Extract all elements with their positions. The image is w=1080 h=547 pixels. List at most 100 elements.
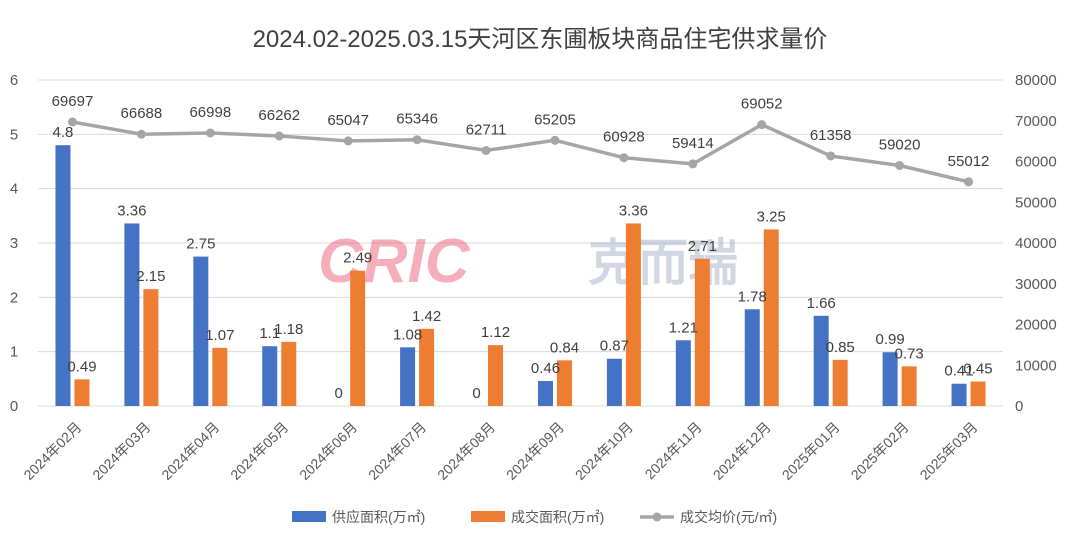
- line-series: [67, 117, 974, 187]
- avg-price-point: [757, 120, 767, 130]
- deal-bar: [832, 359, 848, 406]
- legend-label-deal: 成交面积(万㎡): [511, 509, 604, 525]
- avg-price-point: [895, 160, 905, 170]
- chart-title: 2024.02-2025.03.15天河区东圃板块商品住宅供求量价: [253, 26, 828, 53]
- avg-price-point: [205, 128, 215, 138]
- supply-bar-label: 0.41: [944, 363, 973, 380]
- deal-bar-label: 0.84: [550, 339, 579, 356]
- legend: 供应面积(万㎡) 成交面积(万㎡) 成交均价(元/㎡): [292, 509, 777, 525]
- cric-watermark: CRIC 克而瑞: [318, 227, 738, 296]
- y-left-tick: 5: [10, 126, 18, 143]
- x-tick-label: 2024年03月: [89, 419, 153, 483]
- deal-bar: [556, 360, 572, 406]
- deal-bar-label: 1.18: [274, 321, 303, 338]
- y-right-tick: 20000: [1015, 317, 1057, 334]
- supply-bar-label: 0.87: [600, 338, 629, 355]
- legend-swatch-deal: [471, 511, 505, 522]
- avg-price-label: 69052: [741, 96, 783, 113]
- supply-bar-label: 2.75: [186, 236, 215, 253]
- x-tick-label: 2024年09月: [503, 419, 567, 483]
- legend-label-price: 成交均价(元/㎡): [680, 509, 777, 525]
- bar-series: [55, 145, 986, 406]
- y-right-tick: 40000: [1015, 235, 1057, 252]
- x-tick-label: 2025年03月: [917, 419, 981, 483]
- supply-bar-label: 1.66: [807, 295, 836, 312]
- avg-price-point: [136, 129, 146, 139]
- deal-bar-label: 0.49: [67, 358, 96, 375]
- deal-bar: [74, 379, 90, 406]
- avg-price-point: [688, 159, 698, 169]
- avg-price-point: [343, 136, 353, 146]
- supply-bar: [537, 381, 553, 406]
- supply-bar: [882, 352, 898, 406]
- deal-bar: [488, 345, 504, 406]
- deal-bar: [625, 223, 641, 406]
- avg-price-label: 62711: [466, 121, 507, 138]
- deal-bar-label: 1.42: [412, 308, 441, 325]
- avg-price-label: 65205: [534, 111, 576, 128]
- supply-bar: [262, 346, 278, 406]
- x-tick-label: 2024年11月: [642, 419, 705, 482]
- y-left-tick: 6: [10, 72, 18, 89]
- avg-price-line: [72, 120, 969, 184]
- deal-bar: [212, 347, 228, 406]
- supply-bar: [55, 145, 71, 406]
- deal-bar: [901, 366, 917, 406]
- supply-bar: [951, 383, 967, 406]
- avg-price-label: 65047: [327, 112, 369, 129]
- y-right-tick: 0: [1015, 398, 1023, 415]
- y-right-tick: 70000: [1015, 113, 1057, 130]
- y-left-tick: 0: [10, 398, 18, 415]
- deal-bar-label: 1.12: [481, 324, 510, 341]
- supply-bar: [400, 347, 416, 406]
- y-left-tick: 3: [10, 235, 18, 252]
- y-right-tick: 50000: [1015, 194, 1057, 211]
- x-tick-label: 2024年10月: [572, 419, 636, 483]
- deal-bar-label: 0.85: [826, 339, 855, 356]
- watermark-latin: CRIC: [318, 227, 471, 296]
- supply-bar: [675, 340, 691, 406]
- supply-bar-label: 0: [335, 385, 343, 402]
- legend-label-supply: 供应面积(万㎡): [332, 509, 425, 525]
- y-right-tick: 80000: [1015, 72, 1057, 89]
- x-tick-label: 2024年07月: [365, 419, 429, 483]
- deal-bar: [419, 328, 435, 406]
- x-tick-label: 2024年06月: [296, 419, 360, 483]
- avg-price-label: 66688: [121, 105, 163, 122]
- y-right-tick: 30000: [1015, 276, 1057, 293]
- y-right-tick: 10000: [1015, 357, 1057, 374]
- supply-bar-label: 1.78: [738, 288, 767, 305]
- x-tick-label: 2024年08月: [434, 419, 498, 483]
- supply-bar-label: 0.99: [876, 331, 905, 348]
- supply-bar: [193, 256, 209, 406]
- supply-bar: [606, 358, 622, 406]
- avg-price-label: 59414: [672, 135, 714, 152]
- deal-bar-label: 2.49: [343, 250, 372, 267]
- deal-bar: [694, 258, 710, 406]
- deal-bar-label: 0.73: [895, 345, 924, 362]
- y-left-tick: 2: [10, 289, 18, 306]
- x-tick-label: 2024年02月: [20, 419, 84, 483]
- avg-price-point: [619, 153, 629, 163]
- avg-price-label: 65346: [396, 111, 438, 128]
- x-tick-label: 2024年04月: [158, 419, 222, 483]
- deal-bar-label: 2.15: [136, 268, 165, 285]
- supply-bar-label: 1.1: [259, 325, 280, 342]
- avg-price-point: [481, 145, 491, 155]
- supply-bar-label: 3.36: [117, 202, 146, 219]
- avg-price-label: 60928: [603, 129, 645, 146]
- y-left-tick: 4: [10, 181, 18, 198]
- y-right-tick: 60000: [1015, 154, 1057, 171]
- supply-bar: [124, 223, 140, 406]
- supply-bar-label: 4.8: [53, 124, 74, 141]
- supply-bar-label: 1.08: [393, 326, 422, 343]
- x-tick-label: 2025年01月: [779, 419, 843, 483]
- supply-bar-label: 0.46: [531, 360, 560, 377]
- supply-bar-label: 0: [472, 385, 480, 402]
- deal-bar: [143, 289, 159, 406]
- supply-bar: [813, 315, 829, 406]
- supply-bar: [744, 309, 760, 406]
- x-tick-label: 2024年05月: [227, 419, 291, 483]
- deal-bar-label: 3.25: [757, 208, 786, 225]
